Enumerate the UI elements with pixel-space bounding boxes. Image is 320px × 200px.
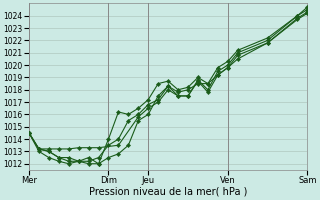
X-axis label: Pression niveau de la mer( hPa ): Pression niveau de la mer( hPa ) [89,187,247,197]
